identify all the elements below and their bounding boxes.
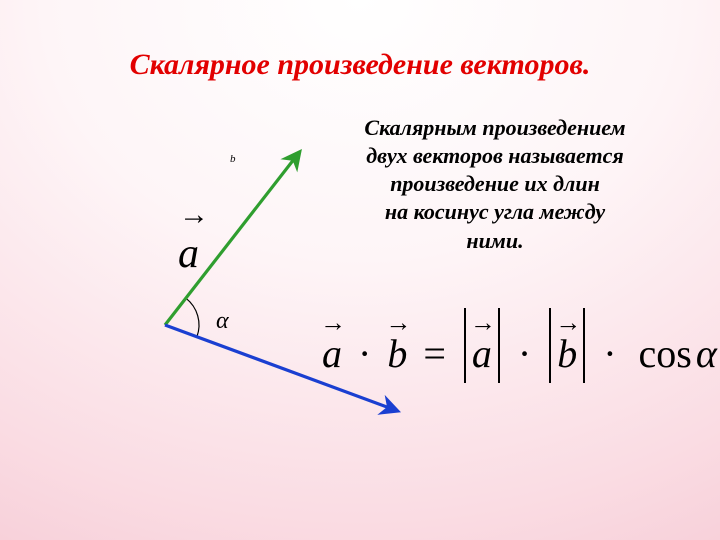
formula-dot-1: · — [352, 330, 377, 377]
arrow-over-icon: → — [555, 308, 579, 338]
formula-vec-b: → b — [387, 330, 407, 377]
arrow-over-icon: → — [470, 308, 494, 338]
formula-vec-b-abs: → b — [557, 330, 577, 377]
vector-a-arrow-over: → — [179, 198, 209, 232]
formula-vec-a-abs: → a — [472, 330, 492, 377]
arrow-over-icon: → — [320, 308, 344, 338]
formula-vec-a: → a — [322, 330, 342, 377]
formula-equals: = — [417, 330, 452, 377]
page-title: Скалярное произведение векторов. — [0, 48, 720, 82]
definition-line-4: ними. — [466, 228, 523, 253]
definition-line-0: Скалярным произведением — [364, 115, 625, 140]
vector-diagram-svg — [120, 150, 430, 420]
angle-arc — [186, 298, 199, 337]
formula-abs-a: → a — [462, 330, 502, 377]
formula-abs-b: → b — [547, 330, 587, 377]
vector-b-small-label: b — [230, 153, 236, 165]
vector-diagram: → a α b — [120, 150, 430, 420]
angle-label: α — [216, 308, 229, 335]
dot-product-formula: → a · → b = → a · → b · cosα — [322, 330, 717, 377]
arrow-over-icon: → — [385, 308, 409, 338]
formula-dot-3: · — [597, 330, 622, 377]
vector-a-label: a — [178, 230, 199, 278]
formula-dot-2: · — [512, 330, 537, 377]
formula-cos: cos — [633, 331, 692, 376]
formula-alpha: α — [692, 331, 717, 376]
